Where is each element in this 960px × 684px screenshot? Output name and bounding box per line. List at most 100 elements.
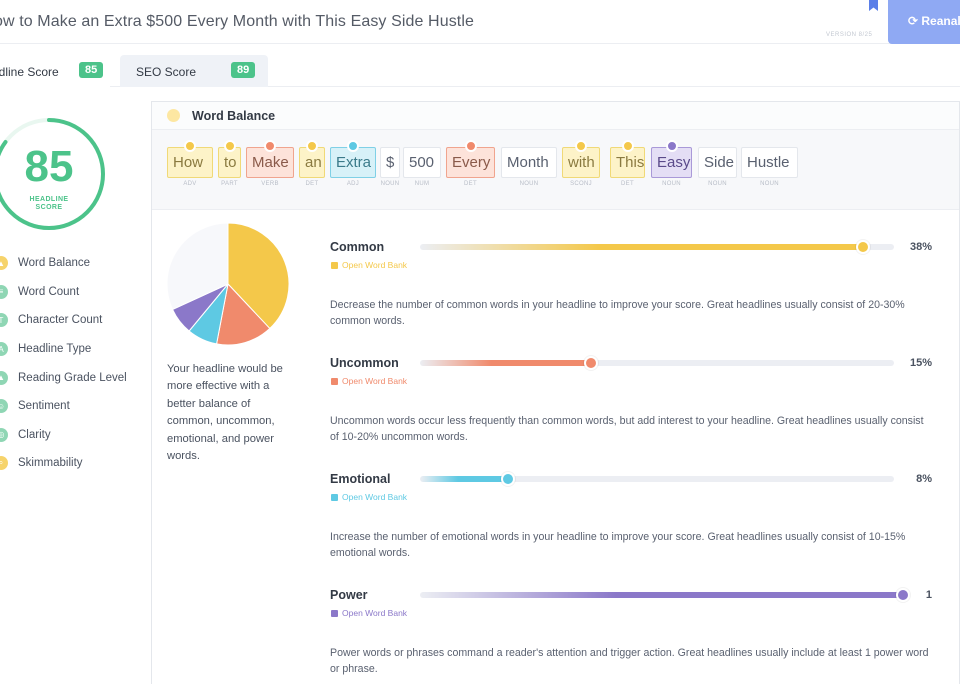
- sidebar-item-character-count[interactable]: T Character Count: [0, 306, 127, 335]
- headline-word[interactable]: This: [610, 140, 645, 178]
- part-of-speech-label: NOUN: [519, 181, 539, 187]
- sidebar-item-skimmability[interactable]: ⌕ Skimmability: [0, 449, 127, 478]
- score-tabs: adline Score 85 SEO Score 89: [0, 55, 960, 87]
- sidebar-item-reading-grade-level[interactable]: ▲ Reading Grade Level: [0, 363, 127, 392]
- uncommon-marker-icon: [584, 356, 598, 370]
- power-bar-fill: [420, 592, 910, 598]
- headline-score-caption: HEADLINE SCORE: [29, 196, 69, 211]
- part-of-speech-label: VERB: [261, 181, 279, 187]
- power-label: Power: [330, 588, 368, 602]
- reanalyze-button[interactable]: ⟳ Reanaly: [888, 0, 960, 44]
- uncommon-label: Uncommon: [330, 356, 399, 370]
- part-of-speech-label: DET: [305, 181, 319, 187]
- headline-word[interactable]: Extra: [330, 140, 376, 178]
- headline-word[interactable]: Month: [501, 147, 557, 178]
- bookmark-icon[interactable]: [868, 0, 879, 11]
- part-of-speech-label: NOUN: [760, 181, 779, 187]
- uncommon-word-icon: [464, 140, 477, 152]
- emotional-bar-fill: [420, 476, 515, 482]
- emotional-word-icon: [347, 140, 359, 152]
- part-of-speech-label: NOUN: [708, 181, 727, 187]
- headline-word[interactable]: to: [218, 140, 241, 178]
- word-balance-pie: [166, 222, 290, 346]
- part-of-speech-label: ADV: [183, 181, 197, 187]
- common-bar: [420, 240, 894, 254]
- headline-word[interactable]: How: [167, 140, 213, 178]
- word-balance-card: Word Balance: [151, 101, 960, 684]
- headline-word[interactable]: Every: [446, 140, 495, 178]
- emotional-bar: [420, 472, 894, 486]
- headline-word[interactable]: Side: [698, 147, 737, 178]
- uncommon-description: Uncommon words occur less frequently tha…: [330, 415, 924, 443]
- emotional-description: Increase the number of emotional words i…: [330, 531, 906, 559]
- sidebar-item-label: Headline Type: [18, 343, 92, 356]
- headline-word[interactable]: Hustle: [741, 147, 798, 178]
- common-description: Decrease the number of common words in y…: [330, 299, 905, 327]
- headline-score-ring: [0, 118, 105, 230]
- card-header: Word Balance: [152, 102, 959, 130]
- word-text: $: [386, 154, 395, 171]
- tab-headline-score[interactable]: adline Score 85: [0, 55, 110, 87]
- sidebar-item-label: Skimmability: [18, 457, 83, 470]
- power-word-bank-link[interactable]: Open Word Bank: [331, 608, 407, 618]
- emotional-word-bank-link[interactable]: Open Word Bank: [331, 492, 407, 502]
- emotional-label: Emotional: [330, 472, 391, 486]
- uncommon-value: 15%: [909, 357, 932, 369]
- uncommon-bar-fill: [420, 360, 598, 366]
- headline-word[interactable]: 500: [403, 147, 441, 178]
- headline-word[interactable]: with: [562, 140, 600, 178]
- magnifier-icon: ⌕: [0, 456, 8, 471]
- uncommon-word-bank-link[interactable]: Open Word Bank: [331, 376, 407, 386]
- part-of-speech-label: NOUN: [662, 181, 681, 187]
- top-bar: ow to Make an Extra $500 Every Month wit…: [0, 0, 960, 44]
- target-icon: ◎: [0, 427, 8, 442]
- book-icon: [331, 262, 338, 269]
- headline-word[interactable]: an: [299, 140, 325, 178]
- headline-score-badge: 85: [79, 62, 104, 78]
- word-text: This: [616, 154, 645, 171]
- tab-seo-score[interactable]: SEO Score 89: [120, 55, 268, 87]
- seo-score-badge: 89: [231, 62, 256, 78]
- sidebar-item-word-balance[interactable]: ▲ Word Balance: [0, 249, 127, 278]
- power-word-icon: [665, 140, 678, 152]
- word-text: to: [224, 154, 237, 171]
- pie-slice-other: [166, 222, 229, 311]
- headline-word[interactable]: $: [380, 147, 400, 178]
- word-text: Extra: [336, 154, 372, 171]
- headline-word[interactable]: Make: [246, 140, 294, 178]
- word-bank-link-text: Open Word Bank: [342, 376, 408, 386]
- part-of-speech-label: PART: [221, 181, 238, 187]
- sidebar-item-label: Word Count: [18, 285, 80, 298]
- sidebar-item-headline-type[interactable]: A Headline Type: [0, 335, 127, 364]
- word-text: Hustle: [747, 154, 790, 171]
- book-icon: [331, 610, 338, 617]
- common-word-icon: [306, 140, 318, 152]
- word-bank-link-text: Open Word Bank: [342, 492, 408, 502]
- headline-input[interactable]: ow to Make an Extra $500 Every Month wit…: [0, 13, 475, 30]
- power-bar: [420, 588, 910, 602]
- part-of-speech-label: DET: [464, 181, 477, 187]
- common-word-bank-link[interactable]: Open Word Bank: [331, 260, 407, 270]
- common-bar-fill: [420, 244, 870, 250]
- common-label: Common: [330, 240, 385, 254]
- graduation-icon: ▲: [0, 370, 8, 385]
- sidebar-item-word-count[interactable]: ≡ Word Count: [0, 278, 127, 307]
- part-of-speech-label: ADJ: [346, 181, 360, 187]
- book-icon: [331, 378, 338, 385]
- emotional-value: 8%: [916, 473, 932, 485]
- text-icon: T: [0, 313, 8, 328]
- sidebar-item-label: Clarity: [18, 428, 51, 441]
- sidebar-item-label: Word Balance: [18, 257, 91, 270]
- headline-word[interactable]: Easy: [651, 140, 692, 178]
- word-text: Month: [507, 154, 549, 171]
- word-text: Every: [452, 154, 491, 171]
- sidebar-item-clarity[interactable]: ◎ Clarity: [0, 421, 127, 450]
- sidebar-nav: ▲ Word Balance ≡ Word Count T Character Count…: [0, 249, 127, 478]
- word-text: Easy: [657, 154, 691, 171]
- common-marker-icon: [856, 240, 870, 254]
- emotional-marker-icon: [501, 472, 515, 486]
- word-text: 500: [409, 154, 435, 171]
- part-of-speech-label: NUM: [414, 181, 430, 187]
- sidebar-item-sentiment[interactable]: ☺ Sentiment: [0, 392, 127, 421]
- uncommon-word-icon: [264, 140, 276, 152]
